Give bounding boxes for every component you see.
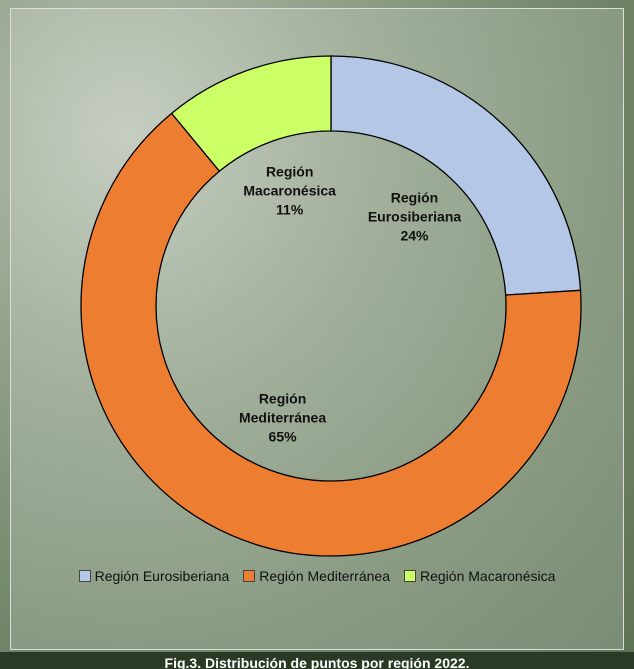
legend-label: Región Mediterránea	[259, 568, 390, 584]
legend-label: Región Macaronésica	[419, 568, 556, 584]
label-value: 65%	[268, 428, 297, 445]
legend-item: Región Macaronésica	[403, 568, 556, 584]
legend-swatch	[78, 570, 91, 582]
legend-label: Región Eurosiberiana	[94, 568, 230, 584]
legend-item: Región Mediterránea	[243, 568, 390, 584]
legend: Región Eurosiberiana Región Mediterránea R…	[0, 568, 634, 584]
donut-slice	[330, 55, 582, 296]
data-label: Región Mediterránea 65%	[223, 389, 343, 446]
label-value: 24%	[400, 227, 429, 244]
label-category: Región Eurosiberiana	[367, 189, 462, 225]
donut-slice	[80, 112, 582, 557]
legend-swatch	[403, 570, 416, 582]
caption: Fig.3. Distribución de puntos por región…	[0, 652, 634, 669]
label-category: Región Mediterránea	[238, 390, 327, 426]
donut-slice	[170, 55, 332, 173]
data-label: Región Macaronésica 11%	[230, 163, 350, 220]
legend-swatch	[243, 570, 256, 582]
legend-item: Región Eurosiberiana	[78, 568, 230, 584]
label-category: Región Macaronésica	[243, 163, 336, 199]
data-label: Región Eurosiberiana 24%	[355, 189, 475, 246]
label-value: 11%	[276, 201, 304, 218]
